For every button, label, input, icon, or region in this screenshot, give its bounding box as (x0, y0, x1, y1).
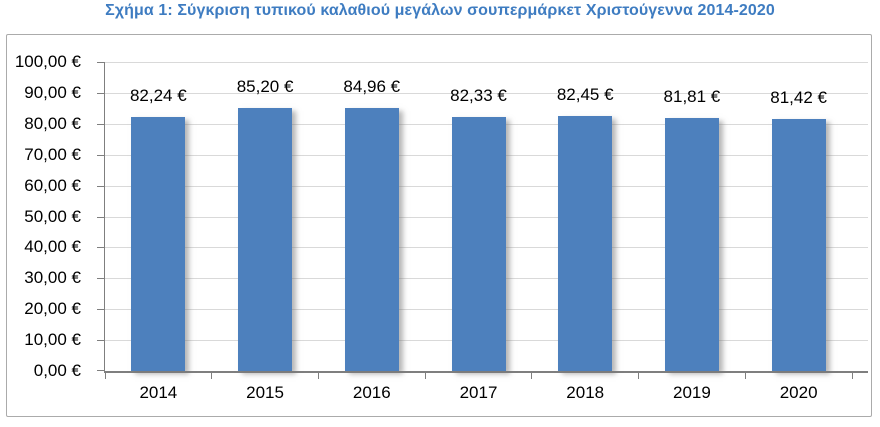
y-axis-tick (97, 62, 105, 63)
y-axis-tick (97, 278, 105, 280)
x-axis-label: 2015 (246, 383, 284, 402)
y-axis-tick-label: 20,00 € (24, 299, 81, 319)
y-axis-tick (97, 370, 105, 371)
y-axis-tick (97, 185, 105, 187)
y-axis-tick (97, 92, 105, 94)
bar (451, 116, 506, 371)
bar (344, 108, 399, 371)
bar-value-label: 85,20 € (236, 76, 294, 96)
bar-value-label: 82,45 € (556, 85, 614, 105)
bar-value-label: 82,24 € (129, 85, 187, 105)
x-axis-tick (744, 373, 746, 379)
y-axis-tick-label: 40,00 € (24, 237, 81, 257)
bar-value-label: 81,81 € (663, 87, 721, 107)
bar-value-label: 82,33 € (450, 85, 507, 105)
y-axis-tick-label: 50,00 € (24, 206, 81, 226)
x-axis-tick (851, 373, 853, 379)
x-axis-tick (317, 373, 319, 379)
y-axis-tick (97, 309, 105, 311)
y-axis-tick-label: 90,00 € (24, 82, 81, 102)
x-axis-tick (531, 373, 533, 379)
x-axis-tick (638, 373, 640, 379)
x-axis-label: 2020 (779, 383, 818, 402)
x-axis-label: 2016 (352, 383, 391, 402)
bar-value-label: 84,96 € (343, 77, 401, 97)
x-axis-tick (424, 373, 426, 379)
x-axis-label: 2019 (673, 383, 711, 402)
y-axis-tick (97, 340, 105, 342)
y-axis-tick-label: 80,00 € (24, 113, 81, 133)
x-axis-label: 2014 (139, 383, 178, 402)
y-axis-tick (97, 247, 105, 249)
x-axis-label: 2017 (459, 383, 498, 402)
bar (664, 118, 719, 371)
y-axis-tick-label: 70,00 € (24, 144, 81, 164)
y-axis-tick (97, 123, 105, 125)
y-axis-tick-label: 0,00 € (33, 361, 81, 380)
y-axis-tick (97, 216, 105, 218)
bar (131, 116, 186, 371)
gridline (105, 62, 868, 63)
chart-frame: 0,00 € 10,00 € 20,00 € 30,00 € 40,00 € 50,00 … (6, 34, 872, 417)
gridline (105, 92, 868, 94)
x-axis-label: 2018 (566, 383, 605, 402)
bar (558, 116, 613, 371)
bar (771, 119, 826, 371)
bar (238, 107, 293, 371)
y-axis-tick-label: 100,00 € (14, 52, 81, 71)
y-axis-tick (97, 154, 105, 156)
y-axis-tick-label: 30,00 € (24, 268, 81, 288)
y-axis-tick-label: 60,00 € (24, 175, 81, 195)
y-axis-tick-label: 10,00 € (24, 330, 81, 350)
y-axis-labels: 0,00 € 10,00 € 20,00 € 30,00 € 40,00 € 50,00 … (7, 53, 97, 380)
x-axis-tick (211, 373, 213, 379)
chart-title: Σχήμα 1: Σύγκριση τυπικού καλαθιού μεγάλ… (105, 2, 775, 19)
x-axis-tick (104, 373, 106, 379)
bar-value-label: 81,42 € (770, 88, 827, 108)
plot-area: 82,24 € 2014 85,20 € 2015 84,96 € 2016 82,33 €… (97, 62, 868, 402)
